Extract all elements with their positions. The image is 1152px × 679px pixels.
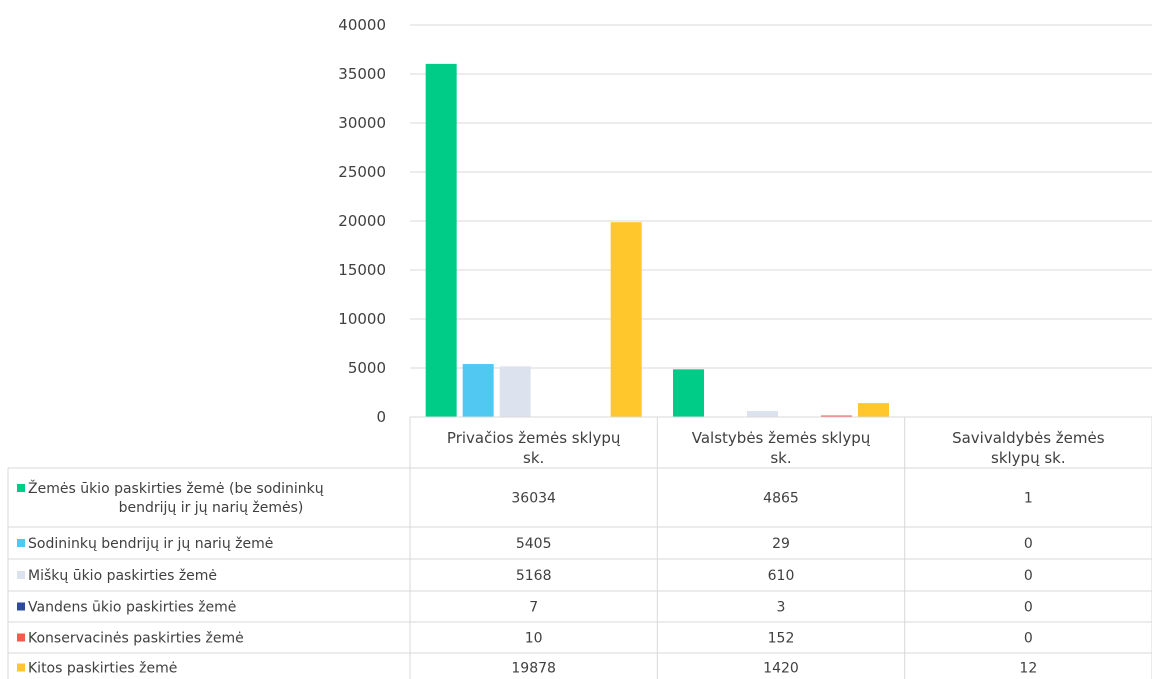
series-label: Kitos paskirties žemė: [28, 661, 177, 677]
gridlines: [410, 24, 1152, 418]
data-label: 3: [777, 600, 786, 616]
legend-key: [17, 484, 25, 492]
series-label: Sodininkų bendrijų ir jų narių žemė: [28, 536, 273, 552]
legend-key: [17, 602, 25, 611]
bar: [610, 222, 642, 417]
legend-key: [17, 571, 25, 579]
data-label: 0: [1024, 631, 1033, 647]
category-label: Valstybės žemės sklypų sk.: [692, 429, 871, 467]
data-label: 0: [1024, 536, 1033, 552]
y-tick-label: 35000: [338, 65, 386, 83]
bar: [425, 63, 457, 418]
y-tick-label: 10000: [338, 310, 386, 328]
y-tick-label: 40000: [338, 16, 386, 34]
y-tick-label: 20000: [338, 212, 386, 230]
series-label: Miškų ūkio paskirties žemė: [28, 568, 217, 584]
y-tick-label: 25000: [338, 163, 386, 181]
y-tick-label: 5000: [348, 359, 386, 377]
y-axis-ticks: 0 5000 10000 15000 20000 25000 30000 35000 40000: [338, 16, 386, 426]
data-label: 12: [1019, 661, 1037, 677]
data-label: 10: [525, 631, 543, 647]
series-label: Žemės ūkio paskirties žemė (be sodininkų…: [28, 479, 324, 516]
legend-key: [17, 663, 25, 672]
data-label: 36034: [511, 491, 556, 507]
category-label: Privačios žemės sklypų sk.: [447, 429, 621, 467]
data-label: 1420: [763, 661, 799, 677]
bar: [462, 364, 494, 417]
data-label: 5168: [516, 568, 552, 584]
series-label: Vandens ūkio paskirties žemė: [28, 600, 236, 616]
data-label: 29: [772, 536, 790, 552]
y-tick-label: 15000: [338, 261, 386, 279]
bar: [858, 403, 889, 417]
y-tick-label: 0: [376, 408, 386, 426]
data-label: 19878: [511, 661, 556, 677]
y-tick-label: 30000: [338, 114, 386, 132]
series-label: Konservacinės paskirties žemė: [28, 631, 244, 647]
data-label: 4865: [763, 491, 799, 507]
data-label: 152: [768, 631, 795, 647]
legend-key: [17, 539, 25, 547]
legend-key: [17, 633, 25, 642]
bars: [425, 63, 1137, 418]
bar: [747, 411, 778, 417]
bar: [821, 415, 852, 417]
data-table: Privačios žemės sklypų sk. Valstybės žemės…: [7, 416, 1152, 679]
data-label: 610: [768, 568, 795, 584]
bar: [673, 369, 704, 417]
data-label: 0: [1024, 600, 1033, 616]
category-label: Savivaldybės žemės sklypų sk.: [952, 429, 1105, 467]
data-label: 0: [1024, 568, 1033, 584]
bar: [499, 366, 531, 417]
data-label: 1: [1024, 491, 1033, 507]
data-label: 7: [529, 600, 538, 616]
data-label: 5405: [516, 536, 552, 552]
